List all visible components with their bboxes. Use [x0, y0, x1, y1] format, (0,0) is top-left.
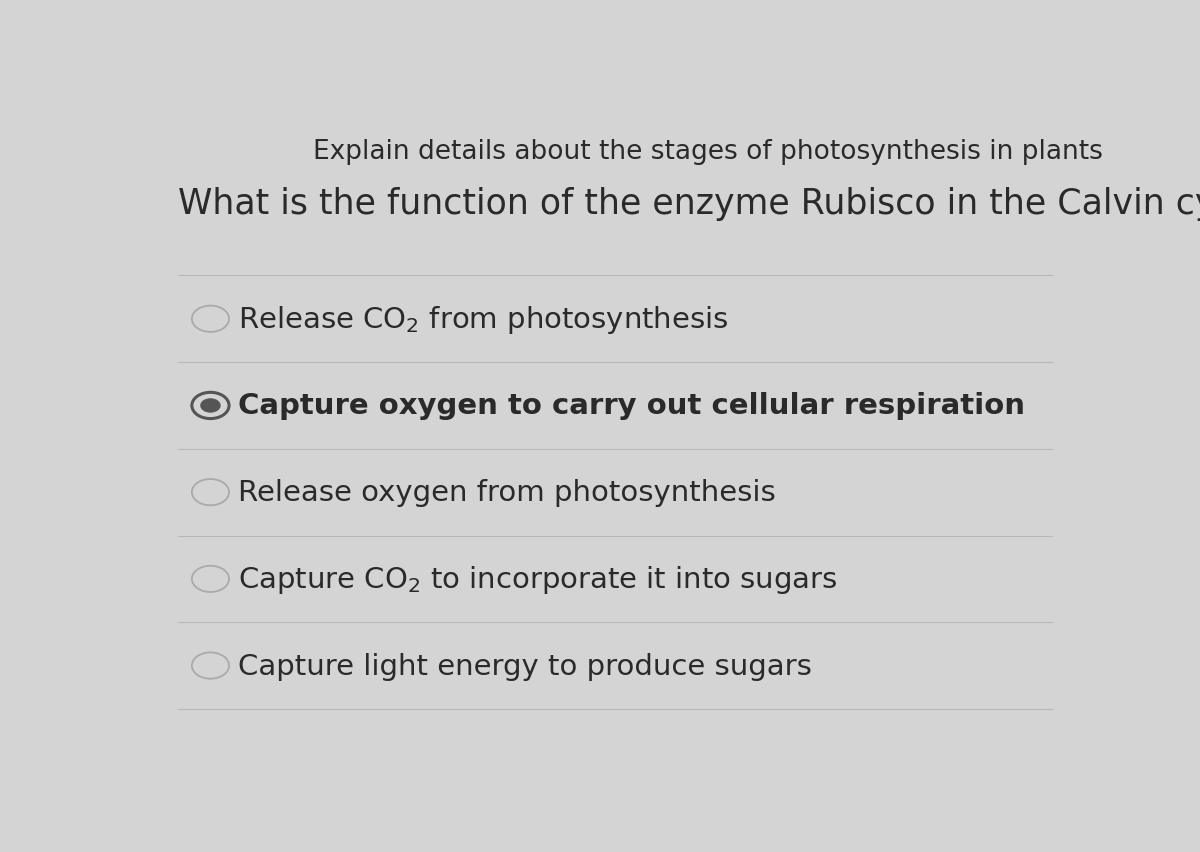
- Text: Capture CO$_{2}$ to incorporate it into sugars: Capture CO$_{2}$ to incorporate it into …: [239, 563, 838, 596]
- Text: Release CO$_{2}$ from photosynthesis: Release CO$_{2}$ from photosynthesis: [239, 303, 728, 336]
- Text: Release oxygen from photosynthesis: Release oxygen from photosynthesis: [239, 479, 776, 507]
- Text: Capture light energy to produce sugars: Capture light energy to produce sugars: [239, 652, 812, 680]
- Text: Explain details about the stages of photosynthesis in plants: Explain details about the stages of phot…: [313, 139, 1103, 164]
- Text: Capture oxygen to carry out cellular respiration: Capture oxygen to carry out cellular res…: [239, 392, 1025, 420]
- Circle shape: [200, 399, 221, 413]
- Text: What is the function of the enzyme Rubisco in the Calvin cycle?: What is the function of the enzyme Rubis…: [178, 187, 1200, 221]
